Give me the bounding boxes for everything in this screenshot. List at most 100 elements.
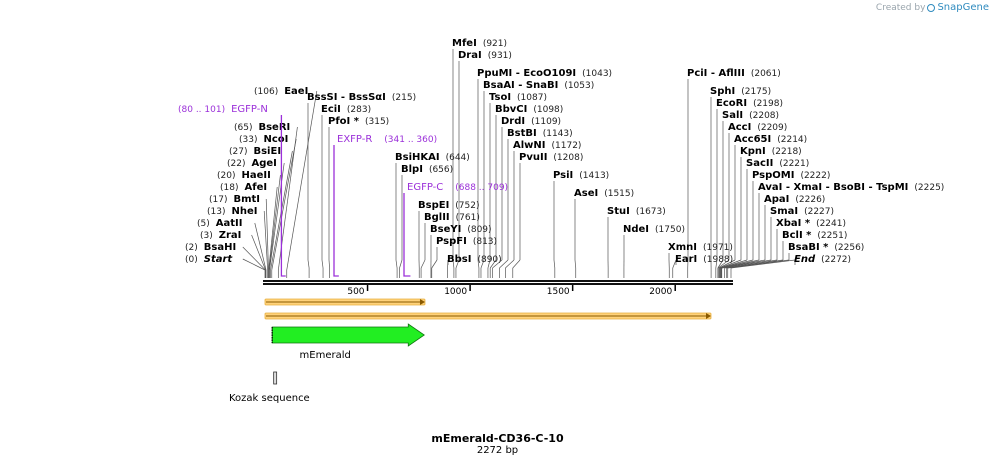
- enzyme-position-psii: (1413): [579, 171, 609, 181]
- leader-line-bsahi: [242, 246, 266, 271]
- enzyme-label-zrai: (3) ZraI: [200, 230, 241, 241]
- enzyme-name-afei: AfeI: [244, 182, 267, 193]
- enzyme-name-apai: ApaI: [764, 194, 789, 205]
- enzyme-position-aatii: (5): [197, 219, 210, 229]
- leader-link-bsabi: [727, 259, 790, 269]
- enzyme-name-bmti: BmtI: [233, 194, 260, 205]
- enzyme-label-ndei: NdeI (1750): [623, 224, 685, 235]
- enzyme-name-ndei: NdeI: [623, 224, 649, 235]
- enzyme-label-mfei: MfeI (921): [452, 38, 507, 49]
- enzyme-name-bsahi: BsaHI: [204, 242, 236, 253]
- enzyme-name-end: End: [794, 254, 816, 265]
- leader-link-alwni: [505, 259, 515, 269]
- enzyme-label-apai: ApaI (2226): [764, 194, 825, 205]
- enzyme-label-nhei: (13) NheI: [207, 206, 257, 217]
- enzyme-position-sacii: (2221): [779, 159, 809, 169]
- enzyme-name-bcli: BclI *: [782, 230, 812, 241]
- enzyme-position-pspomi: (2222): [800, 171, 830, 181]
- backbone-bottom-strand: [263, 283, 733, 285]
- leader-line-haeii: [268, 174, 281, 271]
- enzyme-name-acc65i: Acc65I: [734, 134, 771, 145]
- leader-link-bsssi-bsss-i: [307, 259, 310, 269]
- leader-link-pfoi: [328, 259, 330, 269]
- enzyme-position-pfoi: (315): [365, 117, 389, 127]
- feature-label-kozak: Kozak sequence: [229, 393, 310, 404]
- leader-line-afei: [268, 186, 278, 271]
- enzyme-position-ncoi: (33): [239, 135, 257, 145]
- leader-link-asei: [574, 259, 577, 269]
- leader-link-bbvci: [489, 259, 497, 269]
- enzyme-name-eaei: EaeI: [284, 86, 308, 97]
- enzyme-name-drdi: DrdI: [501, 116, 525, 127]
- credit-prefix: Created by: [875, 2, 926, 13]
- enzyme-name-ppumi-ecoo109i: PpuMI - EcoO109I: [477, 68, 576, 79]
- enzyme-name-zrai: ZraI: [219, 230, 242, 241]
- enzyme-position-asei: (1515): [604, 189, 634, 199]
- enzyme-position-drdi: (1109): [531, 117, 561, 127]
- tick-label-2000: 2000: [649, 287, 672, 297]
- enzyme-position-bsaai-snabi: (1053): [564, 81, 594, 91]
- enzyme-position-apai: (2226): [795, 195, 825, 205]
- enzyme-label-blpi: BlpI (656): [401, 164, 453, 175]
- enzyme-position-bmti: (17): [209, 195, 227, 205]
- enzyme-position-bseyi: (809): [467, 225, 491, 235]
- tick-label-1000: 1000: [444, 287, 467, 297]
- leader-link-psii: [553, 259, 556, 269]
- orf-arrowhead-1: [419, 299, 425, 305]
- feature-box-kozak: [273, 371, 278, 385]
- primer-mark-egfp-n: [280, 115, 286, 277]
- snapgene-credit: Created by SnapGene: [876, 2, 989, 13]
- enzyme-name-bbsi: BbsI: [447, 254, 471, 265]
- enzyme-label-bspei: BspEI (752): [418, 200, 480, 211]
- enzyme-position-xbai: (2241): [816, 219, 846, 229]
- enzyme-label-bstbi: BstBI (1143): [507, 128, 573, 139]
- enzyme-position-bsssi-bsss-i: (215): [392, 93, 416, 103]
- enzyme-name-bseyi: BseYI: [430, 224, 461, 235]
- primer-label-egfp-n: (80 .. 101) EGFP-N: [178, 104, 268, 115]
- leader-link-drdi: [492, 259, 503, 269]
- leader-link-acc65i: [718, 259, 736, 269]
- leader-link-pspfi: [431, 259, 438, 269]
- enzyme-label-end: End (2272): [794, 254, 851, 265]
- orf-arrowhead-2: [706, 313, 711, 319]
- leader-link-drai: [455, 259, 460, 269]
- enzyme-position-acci: (2209): [757, 123, 787, 133]
- enzyme-name-aatii: AatII: [216, 218, 243, 229]
- leader-line-start: [242, 258, 266, 271]
- leader-link-smai: [721, 259, 772, 269]
- enzyme-name-xmni: XmnI: [668, 242, 697, 253]
- enzyme-position-end: (2272): [821, 255, 851, 265]
- leader-link-ecii: [321, 259, 324, 269]
- enzyme-name-ecori: EcoRI: [716, 98, 747, 109]
- enzyme-label-eaei: (106) EaeI: [254, 86, 308, 97]
- enzyme-position-pcii-afliii: (2061): [751, 69, 781, 79]
- enzyme-label-sacii: SacII (2221): [746, 158, 809, 169]
- snapgene-logo-icon: [927, 3, 936, 12]
- enzyme-label-drai: DraI (931): [458, 50, 512, 61]
- leader-link-xbai: [724, 259, 778, 269]
- enzyme-name-bstbi: BstBI: [507, 128, 537, 139]
- enzyme-label-ncoi: (33) NcoI: [239, 134, 288, 145]
- enzyme-position-bsihkai: (644): [446, 153, 470, 163]
- enzyme-name-alwni: AlwNI: [513, 140, 546, 151]
- enzyme-name-blpi: BlpI: [401, 164, 423, 175]
- leader-line-nhei: [263, 210, 269, 271]
- enzyme-label-bsaai-snabi: BsaAI - SnaBI (1053): [483, 80, 594, 91]
- enzyme-name-start: Start: [204, 254, 234, 265]
- leader-line-ncoi: [271, 138, 297, 271]
- enzyme-name-bseri: BseRI: [258, 122, 290, 133]
- enzyme-label-pcii-afliii: PciI - AflIII (2061): [687, 68, 781, 79]
- enzyme-position-xmni: (1971): [703, 243, 733, 253]
- leader-link-bstbi: [499, 259, 509, 269]
- enzyme-name-bbvci: BbvCI: [495, 104, 527, 115]
- leader-line-aatii: [254, 222, 267, 271]
- enzyme-label-drdi: DrdI (1109): [501, 116, 561, 127]
- leader-line-bmti: [265, 198, 269, 271]
- enzyme-label-bmti: (17) BmtI: [209, 194, 260, 205]
- enzyme-label-bsabi: BsaBI * (2256): [788, 242, 864, 253]
- enzyme-position-bglii: (761): [456, 213, 480, 223]
- leader-link-pvuii: [512, 259, 521, 269]
- leader-link-eari: [672, 259, 677, 269]
- map-title: mEmerald-CD36-C-10: [431, 432, 564, 445]
- enzyme-label-bbsi: BbsI (890): [447, 254, 502, 265]
